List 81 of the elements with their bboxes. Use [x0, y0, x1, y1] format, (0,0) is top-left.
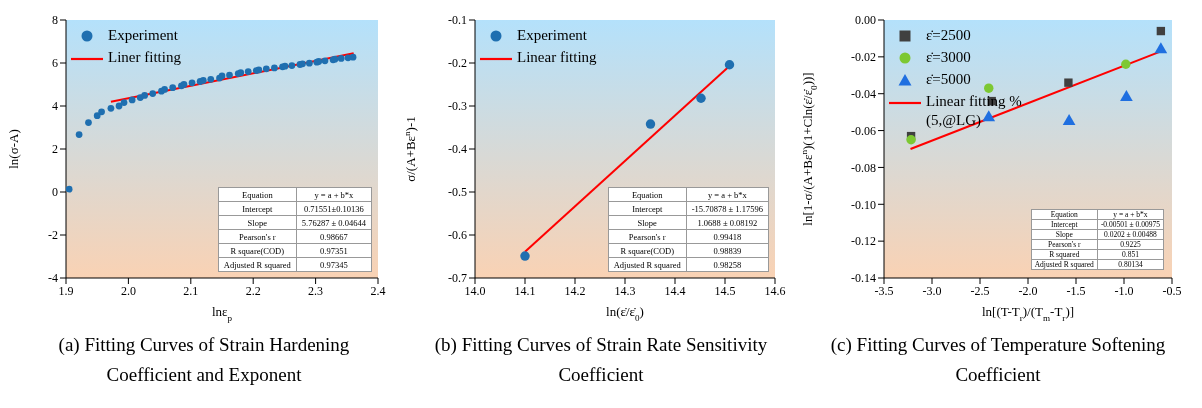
text: (b) Fitting Curves of Strain Rate Sensitivity Coefficient: [433, 333, 769, 387]
y-tick-label: -4: [48, 271, 58, 286]
annotation: 5.76287 ± 0.04644: [296, 215, 372, 230]
legend-label: ε̇=2500: [926, 26, 971, 45]
annotation: Intercept: [608, 201, 687, 216]
x-axis-title: ln[(T-T$_{r}$)/(T$_{m}$-T$_{r}$)]: [981, 304, 1075, 323]
x-tick-label: 2.4: [370, 283, 386, 298]
annotation: Intercept: [218, 201, 297, 216]
annotation: Slope: [608, 215, 687, 230]
x-tick-label: -0.5: [1162, 283, 1182, 298]
annotation: Equation: [218, 187, 297, 202]
legend-label: Experiment: [517, 26, 587, 45]
annotation: 1.0688 ± 0.08192: [686, 215, 769, 230]
annotation: Pearson's r: [218, 229, 297, 244]
legend-label: Linear fitting: [517, 48, 597, 67]
annotation: 0.98839: [686, 243, 769, 258]
y-tick-label: -0.7: [448, 271, 467, 286]
y-tick-label: -2: [48, 228, 58, 243]
x-tick-label: -3.0: [922, 283, 942, 298]
x-tick-label: 14.4: [664, 283, 686, 298]
legend-label: Liner fitting: [108, 48, 181, 67]
y-tick-label: -0.2: [448, 56, 467, 71]
y-tick-label: 6: [52, 56, 58, 71]
annotation: 0.97345: [296, 257, 372, 272]
y-tick-label: -0.10: [851, 197, 876, 212]
annotation: R square(COD): [608, 243, 687, 258]
annotation: -15.70878 ± 1.17596: [686, 201, 769, 216]
annotation: Adjusted R squared: [608, 257, 687, 272]
annotation: y = a + b*x: [296, 187, 372, 202]
y-tick-label: -0.5: [448, 185, 467, 200]
x-tick-label: 2.0: [120, 283, 136, 298]
x-tick-label: -3.5: [874, 283, 894, 298]
x-tick-label: 14.5: [714, 283, 736, 298]
x-tick-label: 2.1: [183, 283, 199, 298]
x-tick-label: 14.2: [564, 283, 586, 298]
y-tick-label: -0.1: [448, 13, 467, 28]
annotation: Slope: [218, 215, 297, 230]
y-tick-label: -0.4: [448, 142, 467, 157]
legend-label: ε̇=3000: [926, 48, 971, 67]
legend-label: Experiment: [108, 26, 178, 45]
y-tick-label: 2: [52, 142, 58, 157]
annotation: Equation: [608, 187, 687, 202]
annotation: R square(COD): [218, 243, 297, 258]
y-tick-label: 8: [52, 13, 58, 28]
y-tick-label: -0.06: [851, 123, 876, 138]
y-tick-label: 4: [52, 99, 58, 114]
annotation: y = a + b*x: [686, 187, 769, 202]
x-tick-label: 2.2: [245, 283, 261, 298]
legend-label: ε̇=5000: [926, 70, 971, 89]
legend-label: Linear fitting % (5,@LG): [926, 92, 1023, 130]
text: (c) Fitting Curves of Temperature Softening Coefficient: [829, 333, 1167, 387]
x-tick-label: 14.0: [464, 283, 486, 298]
x-tick-label: 2.3: [308, 283, 324, 298]
y-tick-label: -0.14: [851, 271, 876, 286]
y-tick-label: -0.04: [851, 86, 876, 101]
y-tick-label: 0: [52, 185, 58, 200]
x-tick-label: -1.5: [1066, 283, 1086, 298]
y-axis-title: ln(σ-A): [6, 129, 21, 169]
x-tick-label: -1.0: [1114, 283, 1134, 298]
annotation: 0.98667: [296, 229, 372, 244]
annotation: Adjusted R squared: [218, 257, 297, 272]
y-tick-label: -0.08: [851, 160, 876, 175]
x-tick-label: 14.6: [764, 283, 786, 298]
y-tick-label: -0.3: [448, 99, 467, 114]
y-tick-label: 0.00: [855, 13, 876, 28]
x-tick-label: 14.1: [514, 283, 536, 298]
x-axis-title: ln(ε̇/ε̇$_{0}$): [606, 304, 644, 323]
annotation: Pearson's r: [608, 229, 687, 244]
x-tick-label: -2.5: [970, 283, 990, 298]
annotation: 0.99418: [686, 229, 769, 244]
annotation: 0.71551±0.10136: [296, 201, 372, 216]
annotation: 0.97351: [296, 243, 372, 258]
x-tick-label: 1.9: [58, 283, 74, 298]
y-tick-label: -0.12: [851, 234, 876, 249]
text: (a) Fitting Curves of Strain Hardening Coefficient and Exponent: [57, 333, 351, 387]
x-axis-title: lnε$_{p}$: [211, 304, 233, 323]
y-tick-label: -0.02: [851, 50, 876, 65]
annotation: 0.98258: [686, 257, 769, 272]
y-tick-label: -0.6: [448, 228, 467, 243]
x-tick-label: -2.0: [1018, 283, 1038, 298]
x-tick-label: 14.3: [614, 283, 636, 298]
